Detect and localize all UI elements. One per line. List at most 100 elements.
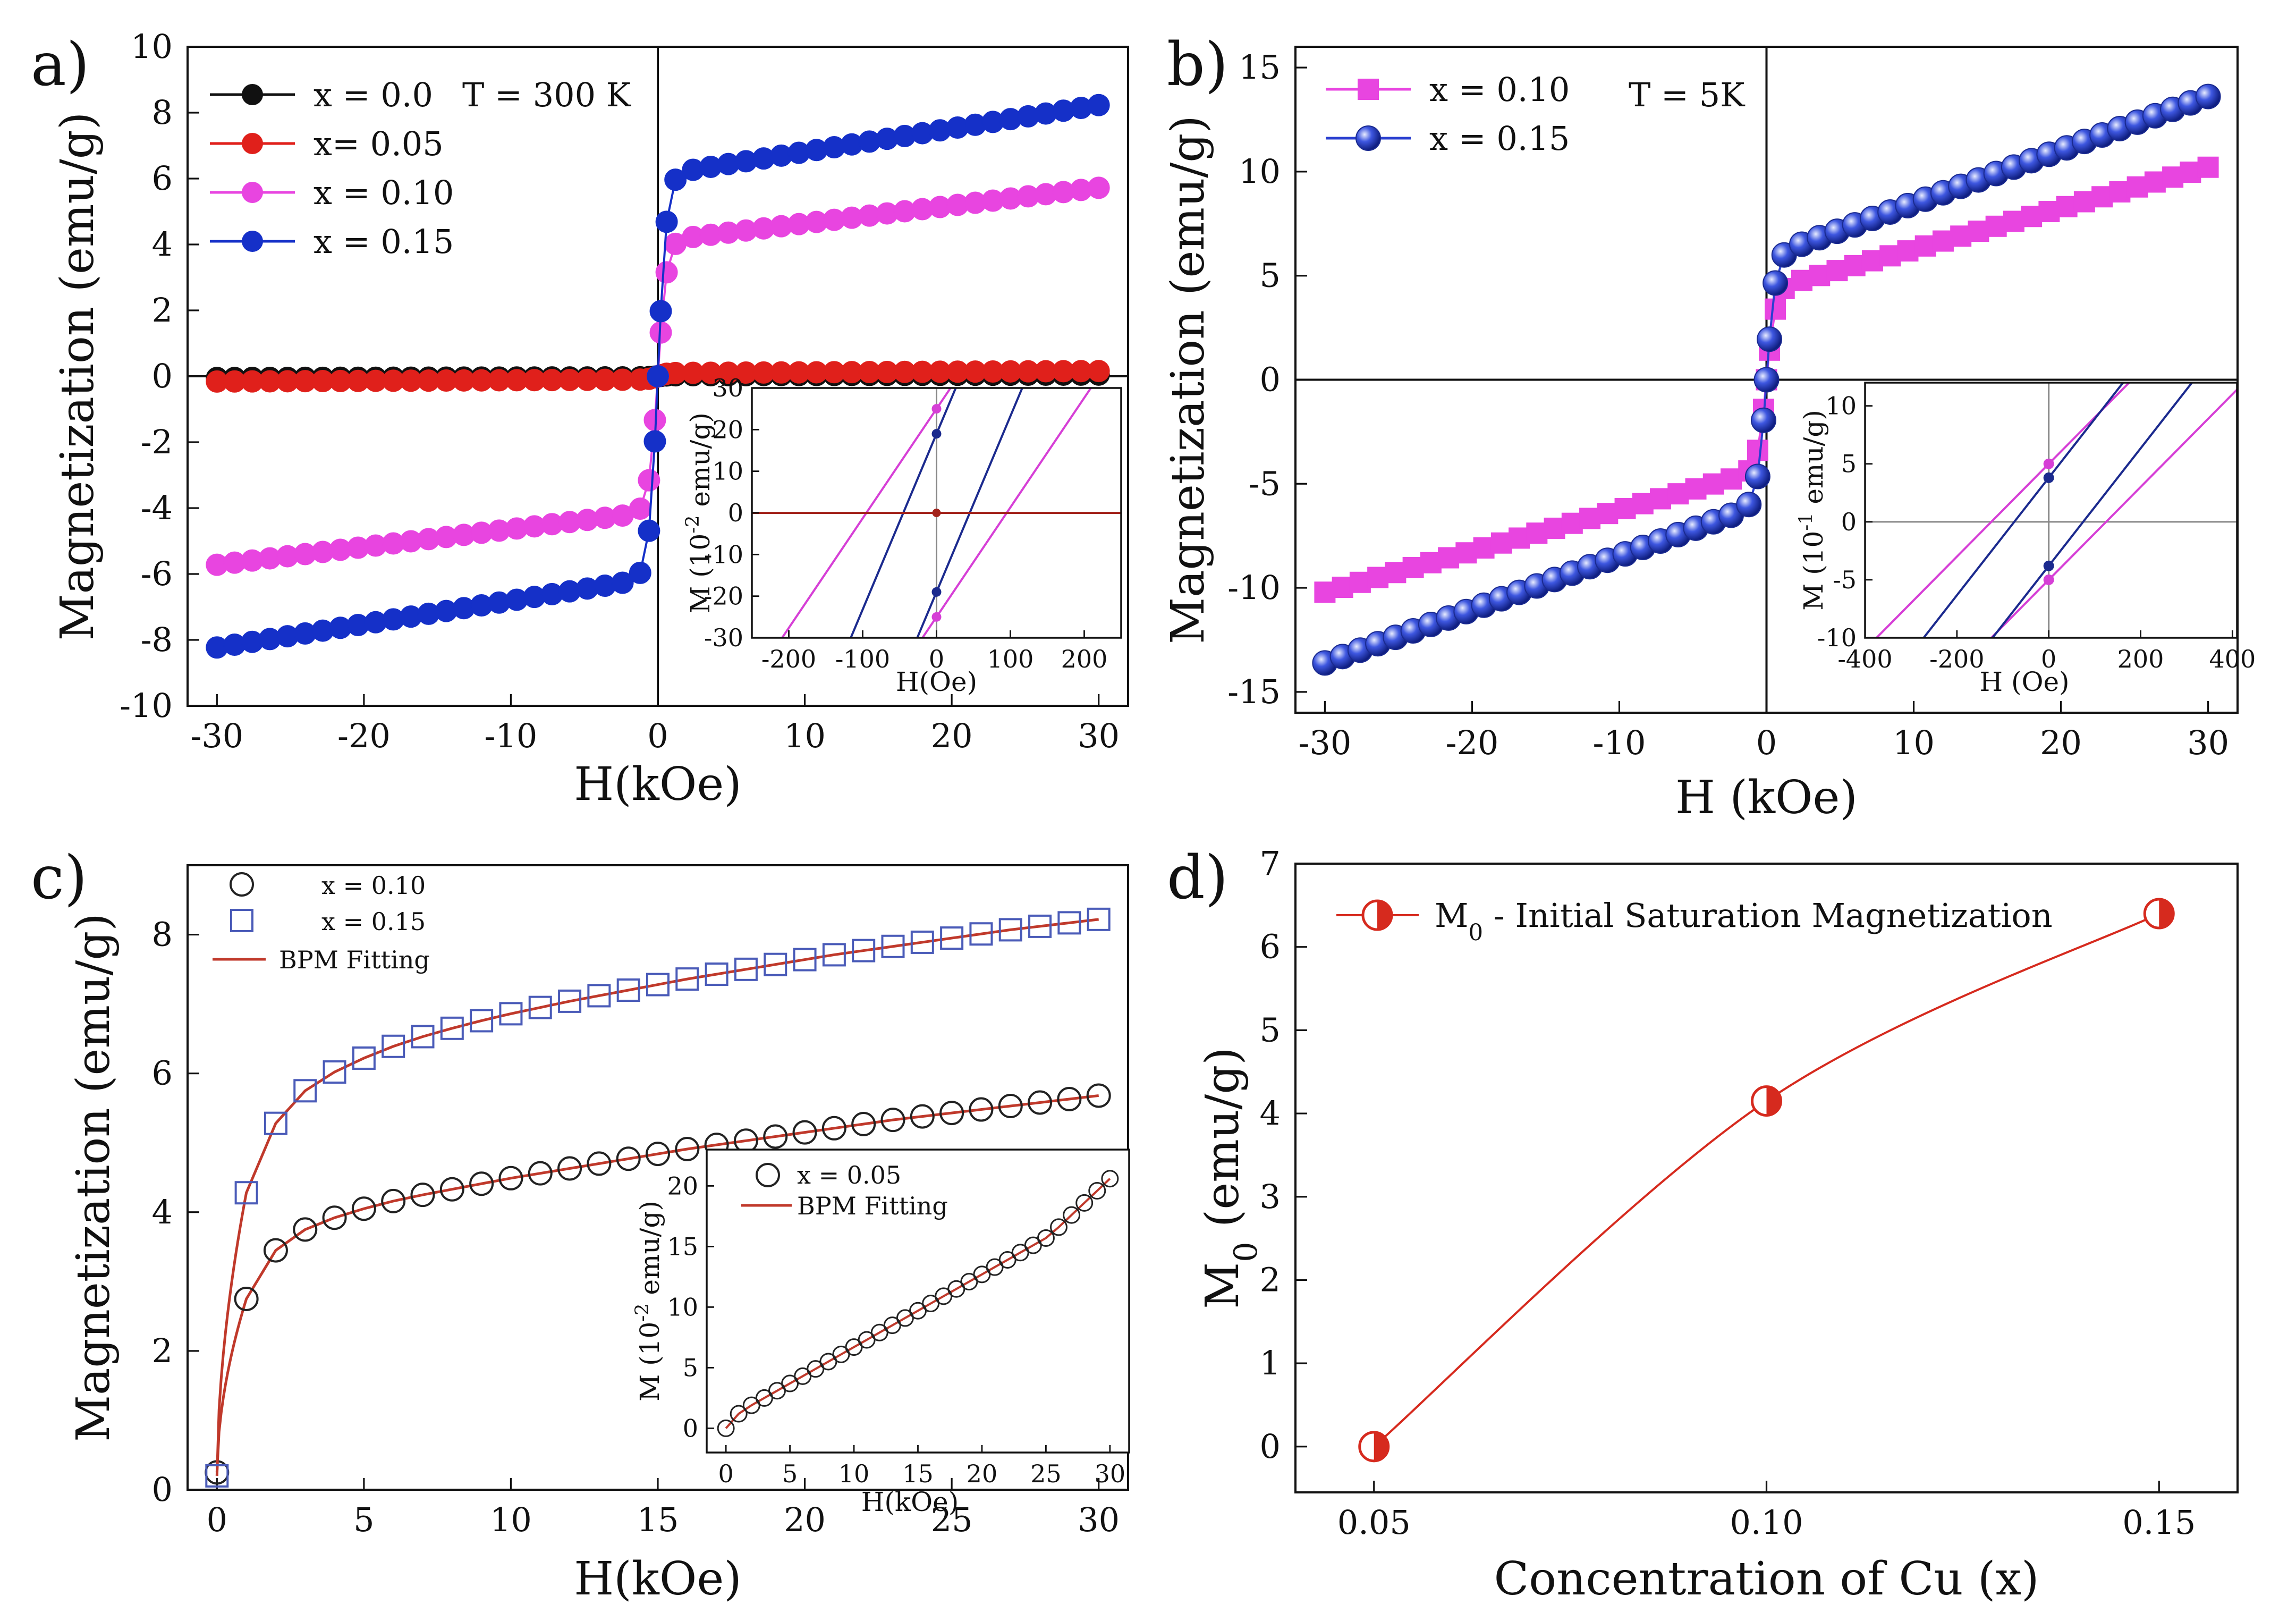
data-point <box>293 1079 317 1103</box>
data-point <box>793 948 817 972</box>
inset-background <box>1865 383 2237 638</box>
x-tick-label: 100 <box>987 645 1034 673</box>
y-tick-label: 10 <box>667 1293 698 1321</box>
y-tick-label: 5 <box>1841 450 1857 478</box>
legend-label: x = 0.10 <box>1429 70 1570 109</box>
legend-marker <box>230 872 254 897</box>
data-point <box>969 1097 994 1122</box>
data-point <box>351 1196 376 1221</box>
data-point <box>1757 326 1783 352</box>
data-point <box>263 1238 288 1263</box>
legend-label: x = 0.15 <box>314 222 454 261</box>
x-tick-label: -200 <box>1929 645 1984 673</box>
data-point <box>205 1464 229 1488</box>
inset-x-title: H (Oe) <box>1979 666 2069 697</box>
y-tick-label: -5 <box>1833 565 1857 594</box>
x-tick-label: -10 <box>485 716 538 755</box>
data-point <box>587 984 611 1008</box>
data-point <box>528 995 552 1019</box>
data-point <box>675 967 699 991</box>
x-tick-label: -10 <box>1593 723 1646 762</box>
data-point <box>1747 440 1768 461</box>
y-tick-label: -20 <box>704 582 743 611</box>
x-tick-label: 0 <box>2041 645 2056 673</box>
y-tick-label: 0 <box>1260 1427 1281 1466</box>
x-tick-label: 10 <box>838 1459 870 1488</box>
plot-frame <box>1294 863 2239 1493</box>
x-tick-label: 20 <box>2040 723 2082 762</box>
inset-data-point <box>730 1405 748 1423</box>
y-tick-label: 0 <box>683 1414 698 1442</box>
inset-remanence-point <box>932 509 941 517</box>
y-tick-label: 2 <box>152 1331 173 1370</box>
data-point <box>557 1156 582 1181</box>
data-point <box>264 1111 287 1135</box>
temperature-annotation: T = 5K <box>1629 75 1746 114</box>
x-tick-label: 0 <box>929 645 944 673</box>
y-tick-label: -8 <box>141 620 173 659</box>
y-tick-label: 0 <box>1841 508 1857 536</box>
x-tick-label: 0.15 <box>2122 1503 2196 1542</box>
y-tick-label: -6 <box>141 554 173 593</box>
legend-marker <box>1358 79 1379 100</box>
marker-fill <box>1377 901 1392 930</box>
data-point <box>1087 360 1110 383</box>
x-tick-label: 30 <box>2187 723 2229 762</box>
data-point <box>647 365 669 387</box>
x-tick-label: 15 <box>902 1459 934 1488</box>
data-point <box>323 1060 346 1084</box>
legend-label: x = 0.10 <box>314 173 454 212</box>
y-tick-label: -2 <box>141 423 173 461</box>
inset-remanence-point <box>2043 472 2054 483</box>
series-line <box>1373 913 2160 1448</box>
inset-data-point <box>1101 1170 1119 1188</box>
inset-remanence-point <box>931 404 942 414</box>
y-axis-title: M0 (emu/g) <box>1196 1047 1265 1309</box>
legend-label: x = 0.15 <box>321 907 426 936</box>
inset-data-point <box>1063 1206 1081 1224</box>
x-tick-label: -30 <box>190 716 243 755</box>
y-tick-label: 5 <box>1260 1010 1281 1049</box>
y-tick-label: 0 <box>1260 360 1281 399</box>
data-point <box>638 469 660 492</box>
x-tick-label: 20 <box>967 1459 998 1488</box>
data-point <box>410 1183 435 1208</box>
panel-b: b) -30 -20 -10 0 10 20 30 -15 -10 -5 0 5 10 15 x = 0.10… <box>1162 30 2256 824</box>
panel-label: d) <box>1167 843 1228 913</box>
inset-y-title: M (10-2 emu/g) <box>682 412 716 613</box>
inset-remanence-point <box>2043 574 2054 585</box>
inset-loops <box>752 388 1121 638</box>
data-point <box>969 922 993 946</box>
y-tick-label: 5 <box>683 1353 698 1382</box>
x-tick-label: 5 <box>782 1459 798 1488</box>
data-point <box>1087 94 1110 116</box>
data-point <box>616 978 640 1002</box>
x-tick-label: 20 <box>931 716 973 755</box>
data-point <box>629 497 651 520</box>
data-point <box>1744 463 1770 489</box>
data-point <box>293 1217 318 1242</box>
inset-remanence-point <box>931 587 942 597</box>
data-point <box>629 561 651 584</box>
data-point <box>646 1142 670 1167</box>
y-tick-label: 0 <box>728 499 743 527</box>
data-point <box>1751 1085 1782 1117</box>
data-point <box>1087 907 1111 931</box>
data-point <box>1763 270 1789 296</box>
y-tick-label: 1 <box>1260 1344 1281 1382</box>
data-point <box>2143 898 2175 930</box>
legend-marker <box>242 231 263 252</box>
marker-fill <box>1766 1086 1781 1116</box>
data-point <box>734 957 758 981</box>
panel-label: a) <box>31 30 89 99</box>
inset-background <box>707 1150 1129 1453</box>
data-point <box>655 261 678 284</box>
data-point <box>792 1120 817 1145</box>
x-tick-label: 30 <box>1078 1500 1120 1539</box>
inset-legend-label: x = 0.05 <box>797 1161 901 1189</box>
legend-label: x= 0.05 <box>314 124 444 163</box>
inset-fit-line <box>725 1178 1111 1429</box>
data-point <box>352 1046 376 1070</box>
